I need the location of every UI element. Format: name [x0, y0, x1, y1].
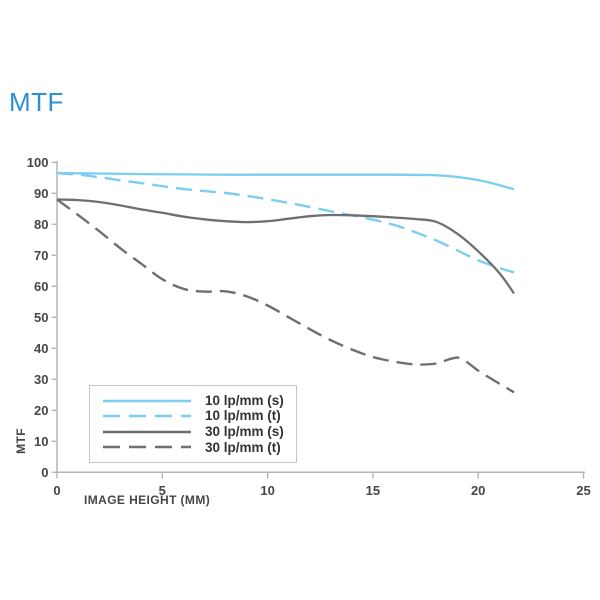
- legend-item-label: 10 lp/mm (t): [205, 408, 281, 424]
- legend-solid-line-sample: [103, 430, 191, 433]
- x-axis-label: IMAGE HEIGHT (MM): [84, 493, 210, 507]
- legend-item: 10 lp/mm (s): [90, 393, 296, 409]
- legend-item-label: 10 lp/mm (s): [205, 392, 284, 408]
- series-line-30-lp-mm-t: [56, 198, 515, 394]
- legend-item: 30 lp/mm (t): [90, 440, 296, 456]
- x-axis-ticks: [56, 472, 585, 479]
- y-axis-ticks: [51, 161, 57, 473]
- series-line-10-lp-mm-t: [56, 171, 515, 274]
- y-tick-label: 80: [34, 217, 48, 232]
- series-line-30-lp-mm-s: [56, 198, 515, 295]
- legend-item-label: 30 lp/mm (s): [205, 424, 284, 440]
- x-tick-label: 20: [471, 483, 485, 498]
- y-tick-label: 60: [34, 279, 48, 294]
- x-tick-label: 15: [366, 483, 380, 498]
- legend-item: 30 lp/mm (s): [90, 424, 296, 440]
- y-tick-label: 20: [34, 403, 48, 418]
- y-tick-label: 10: [34, 434, 48, 449]
- legend-item: 10 lp/mm (t): [90, 408, 296, 424]
- chart-legend: 10 lp/mm (s) 10 lp/mm (t) 30 lp/mm (s) 30 l…: [89, 385, 297, 463]
- y-tick-label: 50: [34, 310, 48, 325]
- y-axis-tick-labels: 0 10 20 30 40 50 60 70 80 90 100: [27, 155, 49, 480]
- y-axis-label: MTF: [14, 428, 28, 454]
- legend-solid-line-sample: [103, 399, 191, 402]
- x-tick-label: 0: [53, 483, 60, 498]
- y-tick-label: 0: [41, 465, 48, 480]
- y-tick-label: 30: [34, 372, 48, 387]
- y-tick-label: 70: [34, 248, 48, 263]
- y-tick-label: 100: [27, 155, 49, 170]
- legend-item-label: 30 lp/mm (t): [205, 439, 281, 455]
- page-title: MTF: [9, 87, 64, 117]
- x-tick-label: 25: [576, 483, 590, 498]
- y-tick-label: 90: [34, 186, 48, 201]
- series-line-10-lp-mm-s: [56, 171, 515, 191]
- y-tick-label: 40: [34, 341, 48, 356]
- x-tick-label: 5: [159, 483, 166, 498]
- legend-dashed-line-sample: [103, 446, 191, 449]
- x-tick-label: 10: [260, 483, 274, 498]
- legend-dashed-line-sample: [103, 415, 191, 418]
- x-axis-tick-labels: 0 5 10 15 20 25: [53, 483, 590, 498]
